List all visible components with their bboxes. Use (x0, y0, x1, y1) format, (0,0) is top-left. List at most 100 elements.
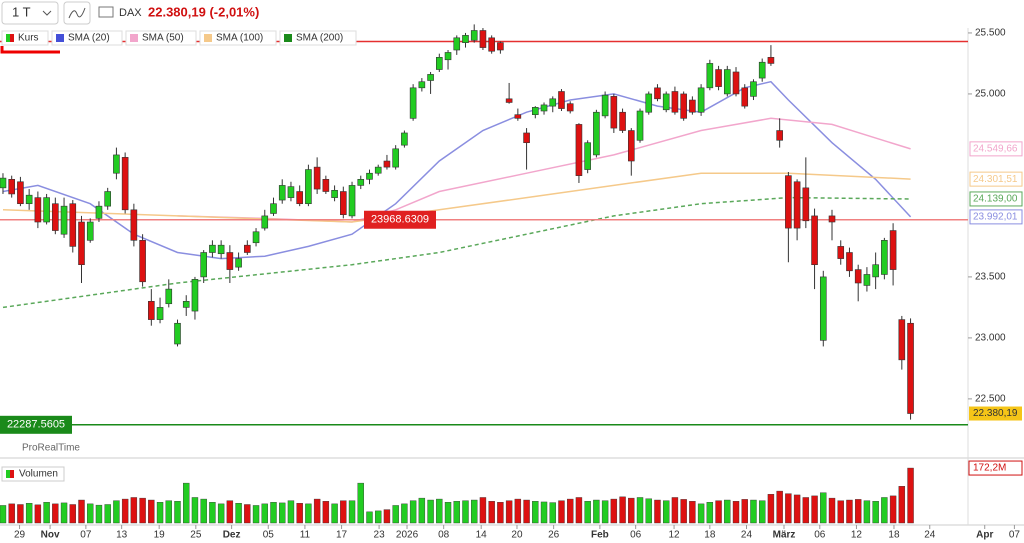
volume-bar (837, 500, 844, 524)
candle-body (863, 274, 871, 286)
volume-bar (52, 503, 59, 524)
candle-body (811, 215, 818, 266)
volume-bar (34, 504, 42, 524)
volume-bar (767, 494, 775, 524)
volume-bar (183, 482, 190, 524)
candle-body (436, 57, 443, 70)
candle-body (392, 148, 399, 168)
candle-body (34, 197, 42, 223)
x-tick-label: 26 (548, 530, 560, 541)
volume-bar (497, 502, 504, 524)
candle-body (261, 215, 269, 229)
volume-bar (671, 497, 679, 524)
candle-body (357, 179, 365, 186)
x-tick-label: 23 (374, 530, 386, 541)
candle-body (374, 166, 382, 174)
volume-bar (427, 499, 434, 524)
candle-body (409, 87, 417, 119)
candle-body (715, 69, 722, 87)
volume-bar (898, 486, 906, 524)
volume-bar (313, 498, 321, 524)
volume-bar (209, 502, 216, 524)
volume-legend-icon (10, 470, 14, 478)
candle-body (566, 103, 574, 112)
candle-body (819, 276, 827, 341)
volume-bar (69, 504, 76, 524)
interval-select[interactable] (1, 1, 59, 25)
candle-body (165, 288, 173, 305)
x-tick-label: 24 (741, 530, 753, 541)
volume-bar (261, 503, 268, 524)
candle-body (732, 71, 740, 95)
x-tick-label: 06 (630, 530, 642, 541)
candle-body (418, 81, 426, 89)
candle-body (470, 30, 478, 41)
volume-bar (244, 504, 251, 524)
x-tick-label: 06 (814, 530, 826, 541)
candle-body (662, 93, 670, 111)
sma-value-label: 24.549,66 (973, 144, 1018, 155)
volume-bar (523, 499, 530, 524)
legend-swatch (56, 34, 64, 42)
close-value-label: 22.380,19 (973, 408, 1018, 419)
legend-label: SMA (50) (142, 33, 184, 44)
volume-bar (348, 500, 356, 524)
candle-body (497, 42, 504, 51)
x-tick-label: 08 (438, 530, 450, 541)
volume-bar (8, 503, 15, 524)
candle-body (401, 132, 408, 146)
volume-bar (287, 500, 295, 524)
candle-body (322, 179, 330, 192)
legend-item[interactable] (51, 30, 123, 46)
x-tick-label: 29 (14, 530, 26, 541)
x-tick-label: 24 (924, 530, 936, 541)
volume-bar (130, 497, 138, 524)
volume-bar (174, 501, 181, 524)
candle-body (671, 91, 679, 113)
volume-bar (270, 502, 277, 524)
volume-bar (217, 503, 225, 524)
sma-line (2, 196, 911, 309)
sma-value-label: 24.301,51 (973, 174, 1018, 185)
volume-bar (872, 501, 879, 524)
candle-body (907, 322, 914, 414)
legend-swatch (204, 34, 212, 42)
candle-body (532, 107, 539, 115)
level-label-box (0, 415, 72, 434)
volume-bar (680, 499, 687, 524)
volume-bar (113, 500, 120, 524)
candle-body (287, 186, 295, 198)
volume-legend-label: Volumen (19, 469, 58, 480)
x-tick-label: 12 (668, 530, 680, 541)
legend-item[interactable] (199, 30, 277, 46)
volume-bar (601, 500, 609, 524)
volume-bar (514, 498, 522, 524)
candle-body (828, 215, 836, 223)
sma-value-box (969, 171, 1023, 187)
y-tick-label: 22.500 (975, 394, 1006, 405)
volume-bar (471, 499, 478, 524)
dropdown-icon (42, 10, 52, 16)
candle-body (889, 230, 897, 270)
legend-item[interactable] (279, 30, 357, 46)
brand: ProRealTime (22, 443, 80, 454)
candle-body (17, 181, 24, 205)
volume-bar (200, 498, 207, 524)
sma-value-box (969, 141, 1023, 157)
candle-body (78, 221, 85, 266)
volume-bar (811, 495, 818, 524)
legend-swatch (130, 34, 138, 42)
volume-bar (776, 490, 783, 524)
volume-bar (104, 504, 111, 524)
candle-body (540, 104, 548, 112)
legend-swatch (6, 34, 10, 42)
volume-bar (715, 500, 722, 524)
x-tick-label: 07 (1009, 530, 1021, 541)
legend-item[interactable] (125, 30, 197, 46)
level-label: 22287.5605 (7, 419, 65, 431)
volume-bar (78, 499, 85, 524)
candle-body (305, 169, 312, 205)
volume-bar (17, 504, 24, 524)
candle-body (523, 132, 530, 144)
candle-body (453, 37, 461, 51)
